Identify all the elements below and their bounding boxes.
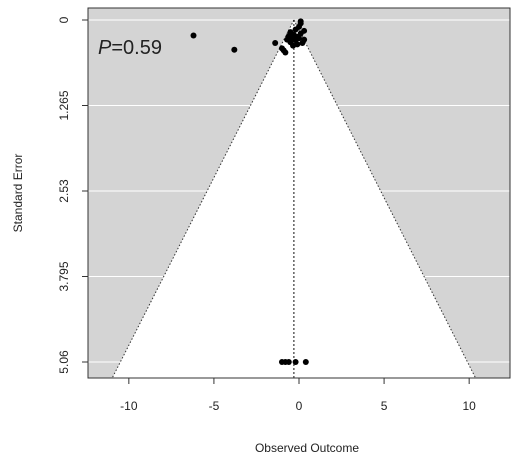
data-point <box>301 36 308 43</box>
y-tick-label: 2.53 <box>57 179 71 203</box>
y-tick-label: 3.795 <box>57 261 71 291</box>
data-points <box>190 18 309 365</box>
x-axis-title: Observed Outcome <box>255 441 359 455</box>
x-tick-label: -10 <box>120 399 138 413</box>
data-point <box>292 359 299 365</box>
y-axis: 0 1.265 2.53 3.795 5.06 <box>57 16 89 374</box>
p-value-annotation: P=0.59 <box>98 37 162 59</box>
data-point <box>282 49 289 56</box>
funnel-region <box>112 20 476 378</box>
data-point <box>190 32 197 39</box>
funnel-left-boundary <box>111 19 295 379</box>
y-tick-label: 0 <box>57 16 71 23</box>
data-point <box>296 35 302 42</box>
x-tick-label: -5 <box>209 399 220 413</box>
data-point <box>231 46 238 53</box>
funnel-right-boundary <box>293 19 477 379</box>
x-tick-label: 5 <box>381 399 388 413</box>
data-point <box>297 18 304 25</box>
data-point <box>272 39 279 46</box>
y-tick-label: 1.265 <box>57 90 71 120</box>
y-axis-title: Standard Error <box>11 154 25 233</box>
x-tick-label: 0 <box>296 399 303 413</box>
x-tick-label: 10 <box>462 399 476 413</box>
data-point <box>301 27 308 34</box>
data-point <box>285 359 292 365</box>
data-point <box>294 41 301 48</box>
p-value-label: P <box>98 37 112 59</box>
y-tick-label: 5.06 <box>57 350 71 374</box>
data-point <box>302 359 309 365</box>
x-axis: -10 -5 0 5 10 <box>120 377 476 413</box>
p-value-number: =0.59 <box>111 37 162 59</box>
